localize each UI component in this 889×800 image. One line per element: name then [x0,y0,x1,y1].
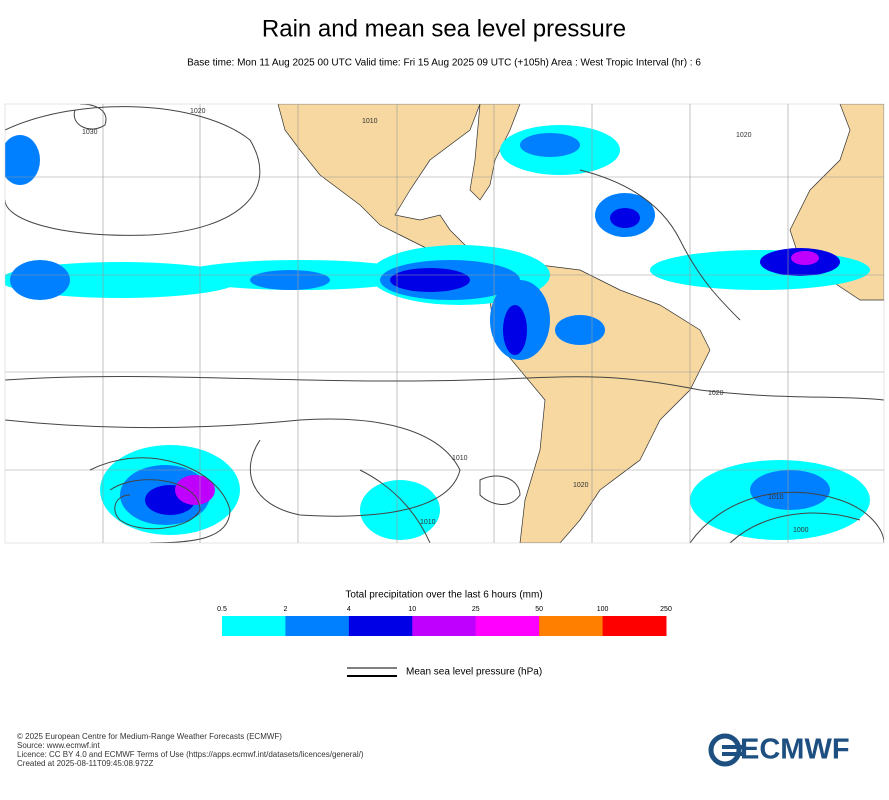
colorbar-segment [222,616,286,636]
colorbar-segment [475,616,540,636]
isobar-label: 1020 [190,108,206,115]
colorbar: 0.5 2 4 10 25 50 100 250 [217,606,672,636]
colorbar-segment [602,616,667,636]
colorbar-tick-label: 250 [660,606,672,613]
isobar-label: 1000 [793,527,809,534]
logo: ECMWF [708,733,850,767]
title: Rain and mean sea level pressure [262,15,626,42]
colorbar-tick-label: 10 [408,606,416,613]
colorbar-tick-label: 25 [472,606,480,613]
footer-line: Source: www.ecmwf.int [17,741,100,750]
isobar-label: 1010 [420,519,436,526]
isobar-label: 1010 [362,118,378,125]
colorbar-tick-label: 0.5 [217,606,227,613]
colorbar-tick-label: 2 [283,606,287,613]
isobar-label: 1030 [82,129,98,136]
colorbar-tick-label: 4 [347,606,351,613]
map: 1020 1030 1010 1020 1020 1010 1020 1010 … [4,103,885,544]
colorbar-tick-label: 100 [597,606,609,613]
subtitle: Base time: Mon 11 Aug 2025 00 UTC Valid … [187,58,701,69]
colorbar-segment [285,616,350,636]
footer-line: © 2025 European Centre for Medium-Range … [17,732,282,741]
isobar-label: 1020 [708,390,724,397]
isobars [5,104,884,543]
graticule [5,104,884,543]
footer-line: Licence: CC BY 4.0 and ECMWF Terms of Us… [17,750,364,759]
isobar-label: 1020 [573,482,589,489]
isobar-label: 1010 [452,455,468,462]
florida [469,104,521,201]
colorbar-segment [348,616,413,636]
isobar-label: 1010 [768,494,784,501]
pressure-legend-label: Mean sea level pressure (hPa) [406,667,542,678]
footer-line: Created at 2025-08-11T09:45:08.972Z [17,759,154,768]
legend-title: Total precipitation over the last 6 hour… [345,590,542,601]
colorbar-segment [539,616,604,636]
logo-text: ECMWF [740,734,850,766]
isobar-label: 1020 [736,132,752,139]
colorbar-tick-label: 50 [535,606,543,613]
colorbar-segment [412,616,477,636]
precipitation [5,125,870,540]
